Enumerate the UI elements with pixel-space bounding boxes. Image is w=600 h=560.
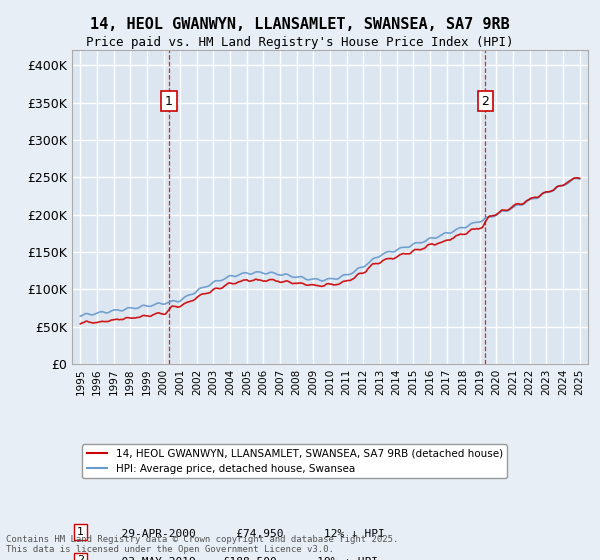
Text: 03-MAY-2019    £188,500      19% ↓ HPI: 03-MAY-2019 £188,500 19% ↓ HPI xyxy=(108,557,378,560)
Text: Contains HM Land Registry data © Crown copyright and database right 2025.
This d: Contains HM Land Registry data © Crown c… xyxy=(6,535,398,554)
Text: 2: 2 xyxy=(482,95,490,108)
Text: 14, HEOL GWANWYN, LLANSAMLET, SWANSEA, SA7 9RB: 14, HEOL GWANWYN, LLANSAMLET, SWANSEA, S… xyxy=(90,17,510,32)
Text: 2: 2 xyxy=(77,556,84,560)
Text: 29-APR-2000      £74,950      12% ↓ HPI: 29-APR-2000 £74,950 12% ↓ HPI xyxy=(108,529,385,539)
Text: Price paid vs. HM Land Registry's House Price Index (HPI): Price paid vs. HM Land Registry's House … xyxy=(86,36,514,49)
Text: 1: 1 xyxy=(165,95,173,108)
Legend: 14, HEOL GWANWYN, LLANSAMLET, SWANSEA, SA7 9RB (detached house), HPI: Average pr: 14, HEOL GWANWYN, LLANSAMLET, SWANSEA, S… xyxy=(82,445,507,478)
Text: 1: 1 xyxy=(77,527,84,537)
